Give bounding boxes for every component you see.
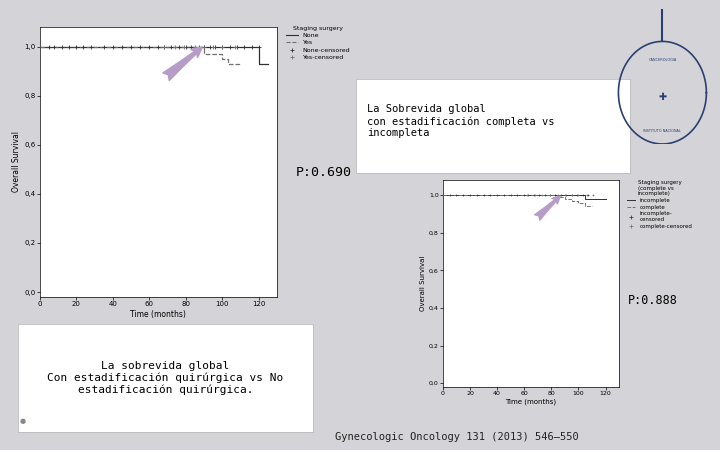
Y-axis label: Overall Survival: Overall Survival — [420, 256, 426, 311]
Text: La Sobrevida global
con estadificación completa vs
incompleta: La Sobrevida global con estadificación c… — [367, 104, 555, 138]
Legend: incomplete, complete, incomplete-
censored, complete-censored: incomplete, complete, incomplete- censor… — [626, 179, 693, 230]
Text: ●: ● — [20, 418, 26, 424]
Text: P:0.888: P:0.888 — [628, 294, 678, 307]
Text: ✚: ✚ — [658, 92, 667, 102]
Y-axis label: Overall Survival: Overall Survival — [12, 131, 22, 193]
Text: INSTITUTO NACIONAL: INSTITUTO NACIONAL — [644, 129, 681, 132]
Text: Gynecologic Oncology 131 (2013) 546–550: Gynecologic Oncology 131 (2013) 546–550 — [336, 432, 579, 442]
Text: La sobrevida global
Con estadificación quirúrgica vs No
estadificación quirúrgic: La sobrevida global Con estadificación q… — [48, 361, 284, 395]
Legend: None, Yes, None-censored, Yes-censored: None, Yes, None-censored, Yes-censored — [285, 25, 351, 61]
X-axis label: Time (months): Time (months) — [505, 399, 557, 405]
Text: CANCEROLOGIA: CANCEROLOGIA — [648, 58, 677, 62]
X-axis label: Time (months): Time (months) — [130, 310, 186, 319]
Text: P:0.690: P:0.690 — [296, 166, 352, 179]
